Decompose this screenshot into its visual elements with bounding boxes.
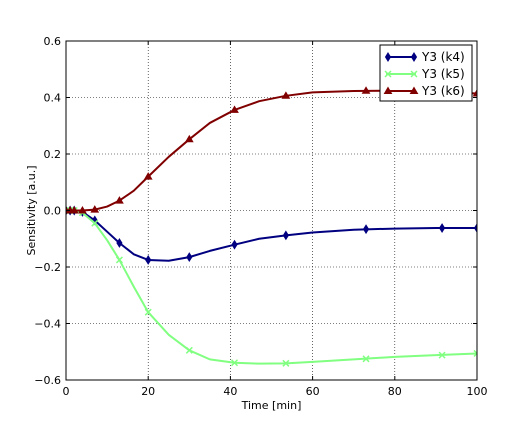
triangle-marker bbox=[184, 134, 194, 143]
triangle-marker bbox=[281, 91, 291, 99]
x-marker-stroke bbox=[410, 70, 418, 78]
y-tick-label: 0.2 bbox=[44, 148, 62, 161]
series-layer bbox=[66, 86, 477, 367]
diamond-marker bbox=[145, 254, 152, 265]
triangle-marker bbox=[143, 172, 153, 180]
diamond-marker bbox=[438, 223, 446, 233]
tick-labels: 0 20 40 60 80 100 −0.6 −0.4 −0.2 0.0 0.2 0.4 0.6 bbox=[34, 35, 487, 398]
x-marker-stroke bbox=[362, 355, 370, 363]
triangle-marker bbox=[90, 205, 100, 213]
legend-label: Y3 (k6) bbox=[421, 84, 465, 98]
diamond-marker bbox=[362, 224, 370, 235]
x-marker bbox=[91, 219, 99, 227]
triangle-marker bbox=[409, 86, 419, 94]
x-tick-label: 20 bbox=[141, 385, 155, 398]
x-marker-stroke bbox=[115, 256, 123, 264]
y-tick-label: 0.4 bbox=[44, 92, 62, 105]
x-marker-stroke bbox=[282, 359, 290, 367]
x-marker bbox=[185, 346, 193, 354]
x-marker bbox=[362, 355, 370, 363]
legend-label: Y3 (k4) bbox=[421, 50, 465, 64]
y-tick-label: 0.0 bbox=[44, 205, 62, 218]
x-marker-stroke bbox=[438, 351, 446, 359]
x-tick-label: 80 bbox=[388, 385, 402, 398]
x-marker bbox=[230, 359, 239, 367]
x-marker bbox=[384, 70, 392, 78]
diamond-marker bbox=[231, 239, 238, 250]
y-tick-label: 0.6 bbox=[44, 35, 62, 48]
legend-label: Y3 (k5) bbox=[421, 67, 465, 81]
x-axis-label: Time [min] bbox=[241, 399, 302, 412]
y-tick-label: −0.4 bbox=[34, 318, 61, 331]
diamond-marker bbox=[410, 52, 418, 62]
x-marker bbox=[410, 70, 418, 78]
x-marker-stroke bbox=[384, 70, 392, 78]
x-marker-stroke bbox=[185, 346, 193, 354]
x-marker-stroke bbox=[91, 219, 99, 227]
x-marker-stroke bbox=[473, 352, 477, 357]
y-tick-label: −0.6 bbox=[34, 374, 61, 387]
diamond-marker bbox=[473, 223, 477, 233]
x-marker-stroke bbox=[473, 349, 477, 355]
diamond-marker bbox=[116, 238, 123, 248]
triangle-marker bbox=[472, 89, 477, 97]
legend: Y3 (k4) Y3 (k5) Y3 (k6) bbox=[379, 44, 473, 102]
y-axis-label: Sensitivity [a.u.] bbox=[25, 165, 38, 255]
x-marker bbox=[115, 256, 123, 264]
diamond-marker bbox=[186, 252, 193, 263]
y-tick-label: −0.2 bbox=[34, 261, 61, 274]
triangle-marker bbox=[230, 105, 239, 113]
triangle-marker bbox=[69, 206, 79, 214]
legend-entry: Y3 (k6) bbox=[383, 84, 465, 98]
x-marker bbox=[473, 349, 477, 357]
axis-ticks bbox=[65, 40, 478, 381]
x-marker bbox=[282, 359, 290, 367]
x-tick-label: 40 bbox=[223, 385, 237, 398]
x-marker-stroke bbox=[144, 308, 152, 316]
legend-entry: Y3 (k4) bbox=[384, 50, 465, 64]
triangle-marker bbox=[78, 206, 87, 214]
diamond-marker bbox=[384, 52, 392, 62]
triangle-marker bbox=[383, 86, 393, 94]
x-tick-label: 0 bbox=[63, 385, 70, 398]
x-marker bbox=[144, 308, 152, 316]
x-tick-label: 60 bbox=[306, 385, 320, 398]
triangle-marker bbox=[115, 196, 124, 204]
x-marker bbox=[438, 351, 446, 359]
x-marker-stroke bbox=[230, 359, 239, 367]
triangle-marker bbox=[361, 86, 371, 94]
x-tick-label: 100 bbox=[467, 385, 488, 398]
diamond-marker bbox=[282, 230, 289, 241]
legend-entry: Y3 (k5) bbox=[384, 67, 465, 81]
